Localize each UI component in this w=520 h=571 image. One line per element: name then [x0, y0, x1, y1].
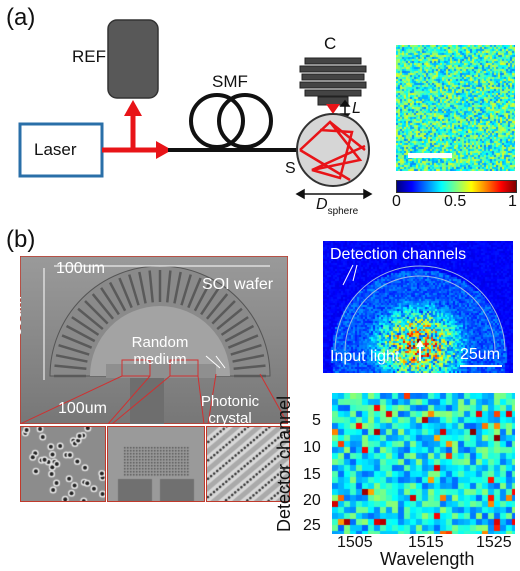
diameter-arrow	[295, 188, 373, 200]
camera-device	[299, 57, 367, 106]
sem-waveguide-spoke	[148, 270, 154, 303]
sem-height-label: 50um	[8, 295, 25, 336]
sem-waveguide-spoke	[216, 307, 243, 331]
ref-label: REF	[72, 47, 106, 66]
detection-channels-label: Detection channels	[330, 246, 467, 263]
colorbar-tick-0: 0	[392, 193, 401, 210]
length-label: L	[352, 100, 361, 117]
sem-waveguide-spoke	[211, 300, 236, 325]
sem-waveguide-spoke	[166, 270, 172, 303]
sem-waveguide-spoke	[61, 334, 93, 349]
sem-waveguide-spoke	[138, 271, 147, 304]
heatmap-xlabel: Wavelength	[380, 549, 475, 569]
sem-waveguide-spoke	[65, 324, 96, 343]
chip-annotations	[334, 264, 506, 361]
sem-waveguide-spoke	[173, 271, 182, 304]
sem-waveguide-spoke	[187, 277, 202, 309]
sem-waveguide-spoke	[224, 324, 255, 343]
sem-scale-label: 100um	[58, 400, 107, 417]
sem-waveguide-spoke	[55, 354, 88, 363]
sem-waveguide-spoke	[200, 287, 220, 316]
sem-waveguide-spoke	[71, 316, 100, 336]
sem-waveguide-spoke	[77, 307, 104, 331]
sem-waveguide-spoke	[84, 300, 109, 325]
input-light-label: Input light	[330, 348, 400, 365]
sem-waveguide-spoke	[230, 344, 262, 356]
sem-waveguide-spoke	[108, 281, 127, 312]
sem-waveguide-spoke	[100, 287, 120, 316]
heatmap-xtick-1505: 1505	[337, 534, 373, 551]
sphere-label: S	[285, 160, 296, 177]
zoom-inset-random-medium	[20, 426, 106, 502]
heatmap-ytick-5: 5	[312, 412, 321, 429]
scatter-rays	[299, 120, 366, 182]
camera-label: C	[324, 34, 337, 53]
sem-waveguide-spoke	[232, 354, 265, 363]
sem-waveguide-spoke	[91, 293, 115, 320]
sem-waveguide-spoke	[220, 316, 249, 336]
diameter-label: Dsphere	[316, 196, 359, 217]
soi-wafer-label: SOI wafer	[202, 276, 274, 293]
sem-waveguide-spoke	[54, 364, 87, 370]
sem-waveguide-spoke	[118, 277, 133, 309]
sem-waveguide-spoke	[227, 334, 259, 349]
zoom-inset-interface	[107, 426, 205, 502]
laser-beam	[102, 100, 172, 159]
setup-diagram	[18, 19, 373, 200]
channel-wavelength-heatmap	[332, 393, 515, 534]
random-medium-label: Random medium	[131, 334, 189, 368]
ref-device	[107, 19, 159, 99]
panel-b-label: (b)	[6, 226, 36, 253]
heatmap-xtick-1515: 1515	[408, 534, 444, 551]
sem-waveguide-spoke	[233, 364, 266, 370]
chip-scale-label: 25um	[460, 346, 501, 363]
speckle-pattern-image	[396, 45, 515, 171]
laser-label: Laser	[34, 140, 77, 159]
smf-fiber	[168, 93, 300, 152]
zoom-inset-photonic-crystal	[206, 426, 290, 502]
sem-waveguide-spoke	[180, 274, 192, 306]
colorbar	[396, 180, 517, 193]
sem-waveguide-spoke	[128, 274, 140, 306]
photonic-crystal-label: Photonic crystal	[200, 393, 260, 427]
output-arrow	[326, 104, 340, 114]
heatmap-ylabel: Detector channel	[274, 395, 294, 532]
speckle-scale-bar	[408, 153, 452, 158]
heatmap-xtick-1525: 1525	[476, 534, 512, 551]
panel-a-label: (a)	[6, 4, 36, 31]
sem-waveguide-spoke	[58, 344, 90, 356]
sem-waveguide-spoke	[193, 281, 212, 312]
laser-box	[18, 122, 104, 178]
sem-width-label: 100um	[56, 260, 105, 277]
colorbar-tick-1: 1	[508, 193, 517, 210]
heatmap-ytick-10: 10	[303, 439, 321, 456]
sem-device-image	[20, 256, 288, 424]
heatmap-ytick-25: 25	[303, 517, 321, 534]
chip-scale-bar	[460, 365, 502, 367]
heatmap-ytick-15: 15	[303, 466, 321, 483]
sem-waveguide-spoke	[205, 293, 229, 320]
heatmap-ytick-20: 20	[303, 492, 321, 509]
smf-label: SMF	[212, 72, 248, 91]
colorbar-tick-mid: 0.5	[444, 193, 467, 210]
